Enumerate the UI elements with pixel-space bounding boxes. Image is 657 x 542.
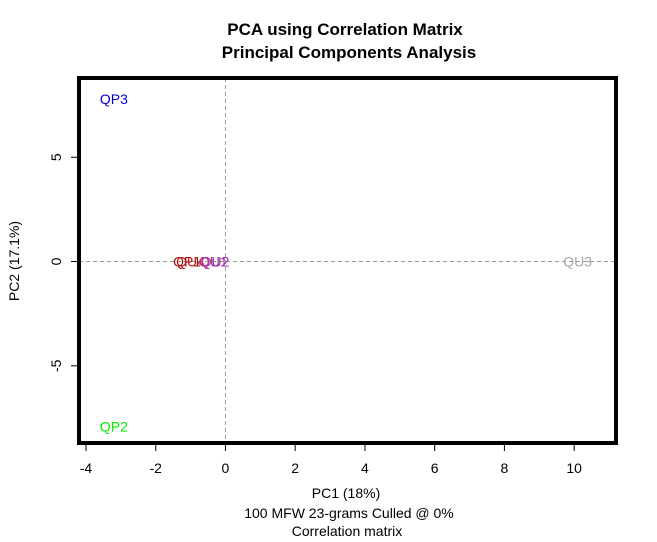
x-tick-label: 4 (361, 460, 369, 476)
caption-line-2: Correlation matrix (292, 523, 402, 539)
point-label: QU3 (563, 254, 592, 270)
point-label: QU2 (201, 254, 230, 270)
chart-subtitle: Principal Components Analysis (222, 43, 476, 62)
point-label: QU1 (199, 254, 228, 270)
y-tick-label: -5 (48, 359, 64, 372)
point-label: QP2 (100, 418, 128, 434)
x-axis-label: PC1 (18%) (312, 485, 380, 501)
point-label: QP1 (173, 254, 201, 270)
x-tick-label: -4 (80, 460, 93, 476)
x-tick-label: 8 (501, 460, 509, 476)
x-tick-label: 6 (431, 460, 439, 476)
plot-frame (77, 76, 618, 445)
point-label: QU4 (176, 254, 205, 270)
y-tick-label: 0 (48, 257, 64, 265)
y-tick-label: 5 (48, 153, 64, 161)
chart-title: PCA using Correlation Matrix (227, 20, 463, 39)
x-tick-label: -2 (149, 460, 162, 476)
x-tick-label: 2 (291, 460, 299, 476)
x-tick-label: 10 (566, 460, 582, 476)
y-axis-label: PC2 (17.1%) (6, 221, 22, 301)
point-label: QP3 (100, 91, 128, 107)
caption-line-1: 100 MFW 23-grams Culled @ 0% (244, 505, 454, 521)
x-tick-label: 0 (222, 460, 230, 476)
